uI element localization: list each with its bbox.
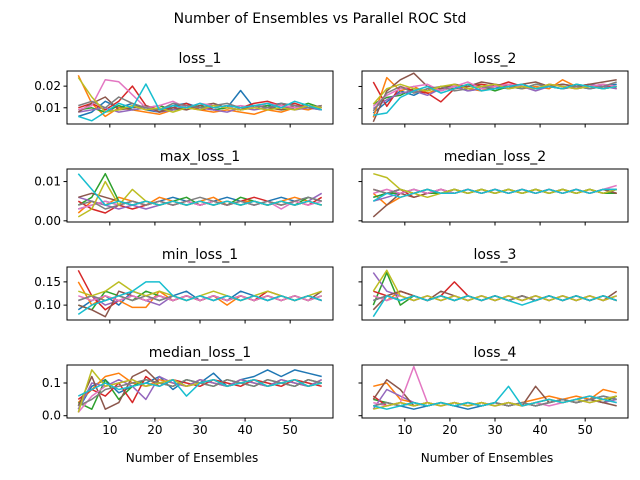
panels: loss_1 0.01 0.02 loss_2 max_loss_1 0.00 0.01 me… [34,51,629,437]
y-tick-label: 0.01 [34,101,61,115]
panel-title: loss_4 [474,345,517,361]
series-line-10 [77,173,322,206]
panel-title: loss_3 [474,247,517,263]
x-tick-label: 20 [442,423,457,437]
panel-max_loss_1: max_loss_1 0.00 0.01 [34,149,334,228]
series-line-10 [77,378,322,397]
panel-loss_2: loss_2 [358,51,629,128]
panel-loss_4: loss_4 10 20 30 40 50 [358,345,629,437]
axes-frame [66,364,334,419]
x-tick-label: 50 [283,423,298,437]
panel-title: loss_2 [474,51,517,67]
series-line-9 [372,269,617,302]
panel-title: min_loss_1 [162,247,238,263]
series-line-5 [77,375,323,410]
series-line-1 [77,369,322,410]
y-tick-label: 0.00 [34,214,61,228]
panel-median_loss_1: median_loss_1 10 20 30 40 50 0.0 0.1 [42,345,334,437]
series-line-7 [78,295,322,302]
x-tick-label: 20 [147,423,162,437]
panel-median_loss_2: median_loss_2 [358,149,629,226]
series-line-10 [373,83,617,116]
series-line-10 [372,295,617,318]
series-line-9 [77,369,322,413]
axes-frame [361,266,629,321]
y-tick-label: 0.0 [42,409,61,423]
panel-title: median_loss_2 [444,149,546,165]
series-line-9 [77,180,322,218]
panel-title: max_loss_1 [160,149,240,165]
y-tick-label: 0.15 [34,275,61,289]
y-tick-label: 0.1 [42,376,61,390]
series-line-9 [372,83,617,105]
series-line-8 [78,96,322,111]
figure-title: Number of Ensembles vs Parallel ROC Std [174,11,467,27]
series-line-10 [372,188,617,202]
series-line-10 [78,83,322,122]
y-tick-label: 0.01 [34,175,61,189]
x-tick-label: 10 [397,423,412,437]
panel-title: median_loss_1 [149,345,251,361]
axes-frame [66,266,334,321]
series-line-10 [373,385,617,410]
x-tick-label: 30 [487,423,502,437]
y-tick-label: 0.02 [34,79,61,93]
x-tick-label: 30 [192,423,207,437]
x-tick-label: 40 [532,423,547,437]
x-tick-label: 10 [102,423,117,437]
series-line-4 [77,269,322,311]
panel-title: loss_1 [179,51,222,67]
series-line-6 [372,72,617,123]
x-tick-label: 40 [237,423,252,437]
x-axis-label-left: Number of Ensembles [126,451,259,465]
x-tick-label: 50 [578,423,593,437]
panel-loss_1: loss_1 0.01 0.02 [34,51,334,128]
axes-frame [361,168,629,223]
panel-loss_3: loss_3 [358,247,629,324]
y-tick-label: 0.10 [34,298,61,312]
x-axis-label-right: Number of Ensembles [421,451,554,465]
series-line-10 [77,281,322,316]
panel-min_loss_1: min_loss_1 0.10 0.15 [34,247,334,324]
